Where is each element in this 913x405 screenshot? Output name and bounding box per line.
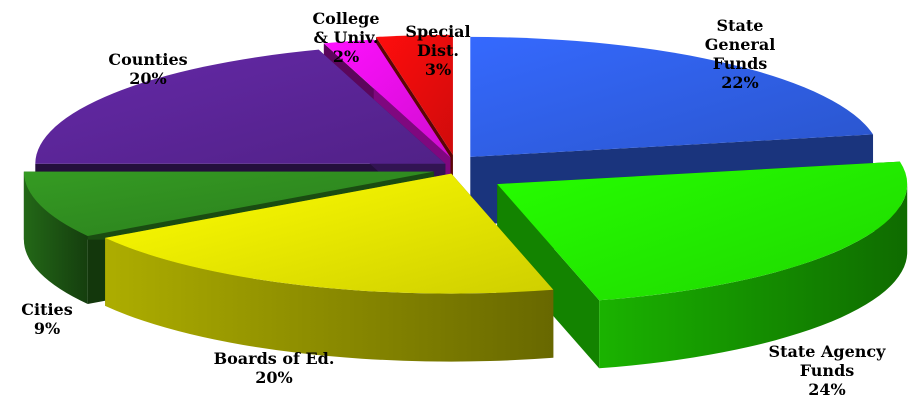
slice-percent: 9% [33,319,61,338]
slice-label-special-dist: Special Dist. 3% [388,22,488,79]
slice-label-counties: Counties 20% [88,50,208,88]
pie-slice-side [497,184,600,369]
slice-percent: 20% [255,368,293,387]
slice-label-line: Counties [108,50,188,69]
pie-slice-top [470,36,874,157]
slice-label-line: Funds [712,54,768,73]
slice-label-line: & Univ. [313,28,379,47]
slice-percent: 20% [129,69,167,88]
pie-slice-top [497,161,908,301]
pie-slice-top [105,173,554,294]
slice-label-line: Dist. [417,41,459,60]
slice-label-line: Funds [799,361,855,380]
slice-percent: 24% [808,380,846,399]
slice-percent: 22% [721,73,759,92]
pie-slice [105,173,554,362]
pie-slice-top [323,39,451,158]
slice-label-college-univ: College & Univ. 2% [296,9,396,66]
slice-label-line: State Agency [768,342,886,361]
slice-label-line: Special [405,22,471,41]
pie-slice-top [35,49,446,164]
slice-label-line: General [704,35,776,54]
slice-label-line: Cities [21,300,73,319]
pie-slice-top [23,171,434,236]
pie-slice-wall [599,184,908,369]
slice-label-line: College [312,9,380,28]
slice-percent: 2% [332,47,360,66]
slice-label-state-general-funds: State General Funds 22% [690,16,790,92]
slice-label-boards-of-ed: Boards of Ed. 20% [184,349,364,387]
slice-label-state-agency-funds: State Agency Funds 24% [752,342,902,399]
pie-slice-wall [105,237,554,362]
pie-slice-top [376,34,453,155]
pie-slice [497,161,908,369]
slice-label-line: State [716,16,764,35]
slice-percent: 3% [424,60,452,79]
slice-label-line: Boards of Ed. [213,349,335,368]
pie-slice-wall [23,171,88,304]
slice-label-cities: Cities 9% [2,300,92,338]
